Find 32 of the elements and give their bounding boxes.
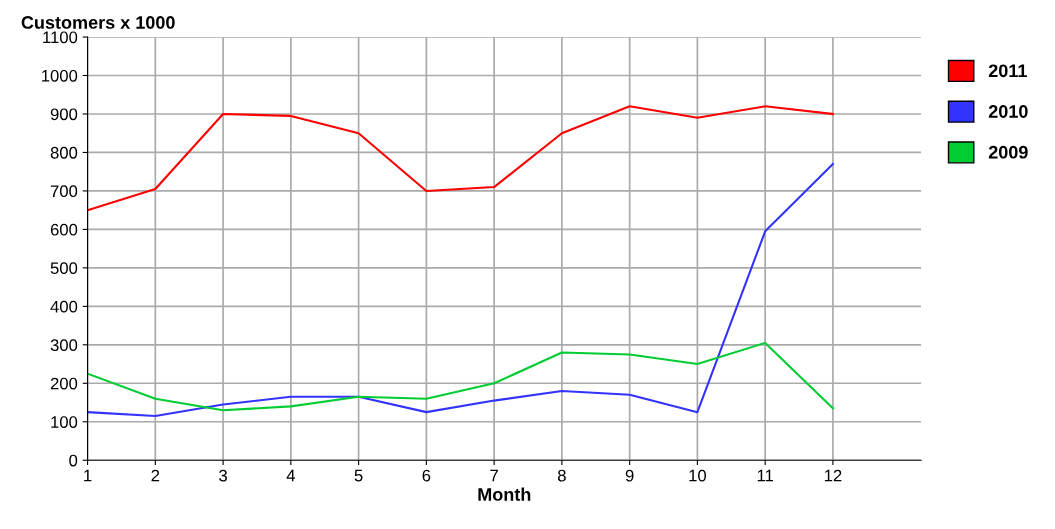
line-series [87, 341, 834, 412]
x-tick-label: 4 [286, 469, 295, 482]
y-tick-label: 200 [50, 377, 78, 390]
x-axis-title: Month [478, 487, 531, 501]
y-tick-label: 600 [50, 223, 78, 236]
x-tick-label: 11 [757, 469, 774, 482]
legend-label: 2011 [988, 64, 1027, 78]
x-tick-label: 9 [625, 469, 634, 482]
y-tick-label: 700 [50, 185, 78, 198]
y-tick-label: 1100 [43, 31, 78, 44]
y-tick-label: 0 [69, 454, 78, 467]
line-series [87, 162, 834, 418]
y-tick-label: 900 [50, 108, 78, 121]
x-tick-label: 1 [84, 469, 92, 482]
x-tick-label: 3 [219, 469, 227, 482]
y-tick-label: 100 [51, 416, 78, 428]
x-tick-label: 8 [557, 469, 566, 482]
y-tick-label: 300 [50, 339, 78, 352]
y-tick-label: 800 [50, 146, 78, 159]
y-tick-label: 500 [50, 262, 78, 275]
x-tick-label: 6 [422, 469, 431, 482]
legend-label: 2009 [988, 145, 1028, 159]
y-tick-label: 1000 [42, 69, 78, 82]
legend-label: 2010 [988, 105, 1028, 118]
x-tick-label: 5 [354, 469, 363, 482]
chart-title: Customers x 1000 [21, 16, 175, 29]
line-series [87, 105, 834, 212]
x-tick-label: 7 [490, 469, 498, 482]
x-tick-label: 2 [151, 469, 160, 482]
x-tick-label: 10 [689, 469, 707, 482]
y-tick-label: 400 [50, 300, 78, 313]
x-tick-label: 12 [824, 469, 842, 482]
